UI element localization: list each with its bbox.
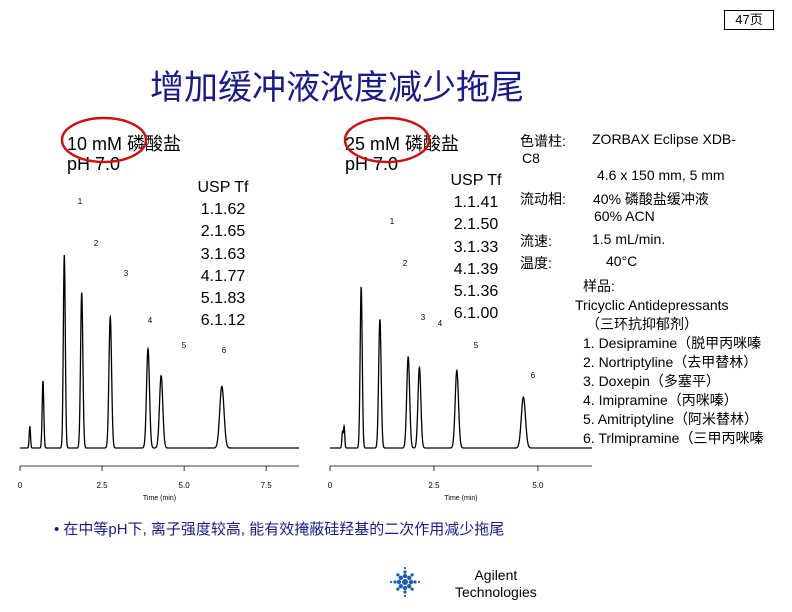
- right-usp-value: 5.1.36: [453, 283, 499, 301]
- x-tick-label: 7.5: [261, 481, 273, 490]
- conclusion-bullet: • 在中等pH下, 离子强度较高, 能有效掩蔽硅羟基的二次作用减少拖尾: [54, 521, 505, 538]
- logo-dot: [403, 570, 407, 574]
- peak-label: 3: [421, 313, 426, 322]
- peak-label: 5: [182, 341, 187, 350]
- right-usp-value: 4.1.39: [453, 260, 499, 278]
- x-axis-label: Time (min): [143, 495, 176, 502]
- temperature-value: 40°C: [606, 253, 638, 269]
- peak-label: 1: [78, 197, 83, 206]
- peak-label: 5: [474, 341, 479, 350]
- page-title: 增加缓冲液浓度减少拖尾: [150, 68, 524, 108]
- logo-dot: [396, 587, 400, 591]
- sample-label: 样品:: [583, 278, 615, 294]
- logo-dot: [410, 587, 414, 591]
- right-usp-header: USP Tf: [450, 172, 502, 189]
- peak-label: 2: [94, 239, 99, 248]
- sample-block: 样品: Tricyclic Antidepressants （三环抗抑郁剂） 1…: [575, 277, 792, 448]
- x-axis-label: Time (min): [444, 495, 477, 502]
- peak-label: 2: [403, 259, 408, 268]
- peak-label: 4: [148, 316, 153, 325]
- logo-dot: [403, 566, 407, 570]
- logo-dot: [398, 584, 403, 589]
- peak-label: 3: [124, 269, 129, 278]
- peak-label: 6: [222, 346, 227, 355]
- mobile-phase-value-line2: 60% ACN: [594, 208, 655, 224]
- logo-dot: [402, 585, 408, 591]
- agilent-logo-text: Agilent Technologies: [455, 567, 537, 601]
- column-dims: 4.6 x 150 mm, 5 mm: [597, 167, 725, 183]
- x-tick-label: 5.0: [179, 481, 191, 490]
- compound-item: 6. Trlmipramine（三甲丙咪嗪: [583, 430, 764, 446]
- peak-label: 4: [438, 319, 443, 328]
- highlight-circle-right: [343, 116, 431, 164]
- compound-item: 3. Doxepin（多塞平）: [583, 373, 720, 389]
- logo-text-line2: Technologies: [455, 584, 537, 600]
- right-usp-value: 1.1.41: [453, 194, 499, 212]
- chromatogram-trace: [20, 255, 299, 449]
- logo-dot: [403, 594, 407, 598]
- column-label: 色谱柱:: [520, 133, 566, 149]
- logo-dot: [396, 573, 400, 577]
- highlight-circle-left: [60, 116, 148, 164]
- right-usp-table: USP Tf 1.1.41 2.1.50 3.1.33 4.1.39 5.1.3…: [441, 170, 511, 325]
- x-tick-label: 0: [18, 481, 23, 490]
- left-usp-value: 6.1.12: [200, 312, 246, 330]
- x-tick-label: 2.5: [96, 481, 108, 490]
- logo-dot: [398, 575, 403, 580]
- chromatogram-trace: [330, 286, 592, 449]
- compound-item: 4. Imipramine（丙咪嗪）: [583, 392, 738, 408]
- logo-dot: [396, 579, 402, 585]
- left-usp-table: USP Tf 1.1.62 2.1.65 3.1.63 4.1.77 5.1.8…: [188, 177, 258, 332]
- logo-dot: [389, 580, 393, 584]
- temperature-label: 温度:: [520, 255, 552, 271]
- right-usp-value: 6.1.00: [453, 305, 499, 323]
- left-usp-value: 5.1.83: [200, 290, 246, 308]
- peak-label: 6: [531, 371, 536, 380]
- logo-dot: [407, 584, 412, 589]
- logo-dot: [417, 580, 421, 584]
- left-usp-header: USP Tf: [197, 179, 249, 196]
- logo-dot: [393, 580, 397, 584]
- compound-item: 2. Nortriptyline（去甲替林）: [583, 354, 758, 370]
- logo-dot: [410, 573, 414, 577]
- left-condition-line1: 10 mM 磷酸盐: [67, 134, 182, 154]
- flow-label: 流速:: [520, 233, 552, 249]
- logo-text-line1: Agilent: [474, 567, 518, 583]
- logo-dot: [402, 573, 408, 579]
- logo-dot: [407, 575, 412, 580]
- page-number: 47页: [724, 10, 774, 30]
- x-tick-label: 0: [328, 481, 333, 490]
- mobile-phase-label: 流动相:: [520, 191, 566, 207]
- peak-label: 1: [390, 217, 395, 226]
- right-usp-value: 2.1.50: [453, 216, 499, 234]
- sample-name: Tricyclic Antidepressants: [575, 297, 729, 313]
- left-usp-value: 2.1.65: [200, 223, 246, 241]
- agilent-spark-logo: [389, 566, 421, 598]
- right-condition-line1: 25 mM 磷酸盐: [345, 134, 460, 154]
- x-tick-label: 5.0: [532, 481, 544, 490]
- compound-item: 1. Desipramine（脱甲丙咪嗪: [583, 335, 762, 351]
- mobile-phase-value-line1: 40% 磷酸盐缓冲液: [593, 191, 709, 207]
- left-usp-value: 1.1.62: [200, 201, 246, 219]
- left-usp-value: 3.1.63: [200, 245, 246, 263]
- left-usp-value: 4.1.77: [200, 267, 246, 285]
- sample-name-cn: （三环抗抑郁剂）: [586, 316, 698, 332]
- logo-dot: [403, 590, 407, 594]
- flow-value: 1.5 mL/min.: [592, 231, 666, 247]
- logo-dot: [413, 580, 417, 584]
- column-value-line1: ZORBAX Eclipse XDB-: [592, 131, 736, 147]
- right-usp-value: 3.1.33: [453, 238, 499, 256]
- right-condition-line2: pH 7.0: [345, 154, 399, 174]
- column-value-line2: C8: [522, 150, 540, 166]
- logo-center-dot: [402, 579, 408, 585]
- compound-item: 5. Amitriptyline（阿米替林）: [583, 411, 759, 427]
- logo-dot: [408, 579, 414, 585]
- x-tick-label: 2.5: [428, 481, 440, 490]
